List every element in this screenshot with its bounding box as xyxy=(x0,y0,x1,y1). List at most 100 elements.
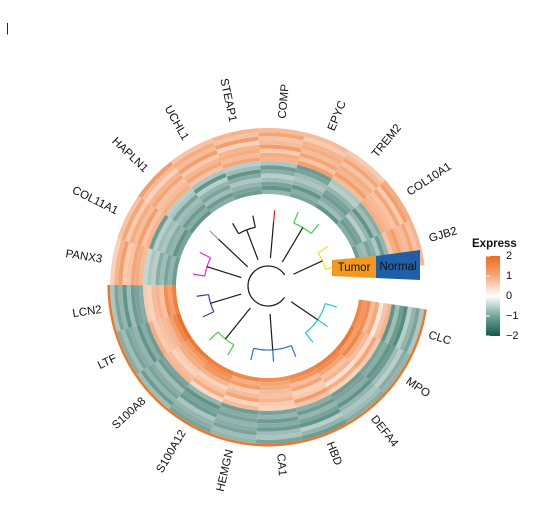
gene-label-LCN2: LCN2 xyxy=(72,304,103,320)
heat-cell-COL11A1-T3 xyxy=(168,226,186,256)
heat-cell-CLC-N7 xyxy=(403,307,421,353)
heat-cell-LTF-N6 xyxy=(124,328,148,370)
heat-cell-CA1-T2 xyxy=(260,379,291,387)
heat-cell-PANX3-T2 xyxy=(167,255,177,286)
heat-cell-MPO-T3 xyxy=(341,329,363,357)
heat-cell-DEFA4-T4 xyxy=(320,356,348,380)
heat-cell-COL11A1-T5 xyxy=(160,221,179,254)
heat-cell-HEMGN-T5 xyxy=(226,386,260,399)
heat-cell-CLC-T3 xyxy=(358,300,372,332)
heat-cell-EPYC-T1 xyxy=(289,192,318,207)
heat-cell-HBD-N1 xyxy=(295,394,333,412)
heat-cell-CA1-N5 xyxy=(256,423,301,432)
heat-cell-MPO-N7 xyxy=(377,350,407,391)
heat-cell-COL10A1-T5 xyxy=(348,210,371,241)
heat-cell-LTF-N8 xyxy=(116,330,141,375)
heat-cell-PANX3-T1 xyxy=(171,256,181,286)
heat-cell-MPO-T8 xyxy=(356,338,381,371)
heat-cell-S100A12-T5 xyxy=(197,370,229,391)
heat-cell-DEFA4-N1 xyxy=(330,370,363,398)
heat-cell-S100A8-T1 xyxy=(188,337,211,361)
heat-cell-DEFA4-N8 xyxy=(344,390,384,423)
dendro-branch-6 xyxy=(246,229,259,261)
heat-cell-PANX3-N3 xyxy=(130,244,141,286)
heat-cell-S100A12-N3 xyxy=(181,389,219,414)
heat-cell-TREM2-T5 xyxy=(323,189,352,214)
dendro-leaf-8 xyxy=(202,311,215,318)
heat-cell-COMP-T2 xyxy=(261,185,292,193)
legend-tick-label-2: 0 xyxy=(506,290,512,302)
dendro-leaf-14 xyxy=(252,215,256,228)
heat-cell-HEMGN-N6 xyxy=(212,421,257,436)
heat-cell-S100A8-N1 xyxy=(160,355,190,387)
heat-cell-S100A12-N2 xyxy=(184,386,221,410)
heat-cell-COL11A1-N3 xyxy=(137,207,159,246)
gene-label-S100A8: S100A8 xyxy=(110,395,148,432)
heat-cell-S100A12-T3 xyxy=(202,364,232,384)
gene-label-DEFA4: DEFA4 xyxy=(368,414,400,450)
heat-cell-COMP-N3 xyxy=(259,148,301,157)
heat-cell-EPYC-N3 xyxy=(299,152,339,172)
heat-cell-STEAP1-N7 xyxy=(213,132,259,147)
heat-cell-TREM2-N1 xyxy=(332,175,364,203)
dendro-leaf-3 xyxy=(290,345,297,357)
heat-cell-COL11A1-N6 xyxy=(125,200,149,242)
heat-cell-DEFA4-N5 xyxy=(338,382,375,413)
heat-cell-LCN2-N5 xyxy=(122,284,133,329)
heat-cell-TREM2-N4 xyxy=(338,164,374,195)
heat-cell-COMP-N1 xyxy=(259,156,299,165)
heat-cell-HBD-N4 xyxy=(298,404,339,424)
heat-cell-STEAP1-N8 xyxy=(211,128,259,143)
heat-cell-S100A8-T7 xyxy=(167,351,195,381)
heat-cell-UCHL1-N7 xyxy=(173,142,215,168)
heat-cell-CA1-N6 xyxy=(256,428,302,436)
heat-cell-PANX3-N4 xyxy=(126,243,138,286)
heat-cell-COL11A1-N4 xyxy=(133,205,156,245)
heat-cell-LTF-N4 xyxy=(132,325,155,366)
heat-cell-UCHL1-T6 xyxy=(196,176,229,198)
heat-cell-MPO-T6 xyxy=(350,334,374,366)
heat-cell-COL10A1-N2 xyxy=(363,196,389,232)
heat-cell-S100A12-N6 xyxy=(174,399,215,426)
heat-cell-MPO-N4 xyxy=(368,345,396,383)
heat-cell-UCHL1-N3 xyxy=(183,157,221,181)
heat-cell-COL11A1-T6 xyxy=(156,219,176,252)
heat-cell-COL10A1-N3 xyxy=(367,194,393,231)
heat-cell-LCN2-T6 xyxy=(151,285,161,320)
heat-cell-S100A8-T4 xyxy=(178,344,203,371)
dendro-leaf-12 xyxy=(209,230,220,240)
heat-cell-HBD-T6 xyxy=(292,383,327,400)
heat-cell-HEMGN-N4 xyxy=(215,413,258,428)
heat-cell-HBD-T3 xyxy=(290,372,321,388)
heat-cell-COMP-T6 xyxy=(260,169,296,177)
heat-cell-HAPLN1-N6 xyxy=(145,167,179,203)
heat-cell-LCN2-N2 xyxy=(134,285,145,325)
heat-cell-S100A8-T6 xyxy=(171,348,198,377)
heat-cell-COL11A1-T4 xyxy=(164,224,183,255)
heat-cell-UCHL1-T2 xyxy=(206,192,234,211)
heat-cell-S100A8-N7 xyxy=(140,369,175,406)
heat-cell-UCHL1-T4 xyxy=(201,184,231,204)
heat-cell-CLC-N1 xyxy=(380,304,396,342)
heat-cell-LCN2-N8 xyxy=(110,284,121,332)
dendro-leaf-15 xyxy=(272,210,276,223)
heat-cell-COL10A1-N8 xyxy=(382,180,412,222)
heat-cell-HAPLN1-T1 xyxy=(189,210,212,234)
gene-label-HEMGN: HEMGN xyxy=(215,448,236,492)
heat-cell-CA1-N7 xyxy=(256,432,303,440)
heat-cell-DEFA4-N2 xyxy=(332,373,366,402)
heat-cell-HAPLN1-T3 xyxy=(182,203,207,229)
heat-cell-HBD-N2 xyxy=(296,397,335,416)
heat-cell-CLC-N8 xyxy=(406,308,425,355)
heat-cell-STEAP1-N4 xyxy=(217,144,260,158)
heat-cell-PANX3-N1 xyxy=(138,246,149,286)
heat-cell-COMP-N4 xyxy=(259,144,302,153)
gene-label-CA1: CA1 xyxy=(274,453,288,476)
heat-cell-LTF-N5 xyxy=(128,326,151,368)
heat-cell-CA1-N3 xyxy=(257,415,299,424)
heat-cell-COMP-T4 xyxy=(261,177,294,185)
dendro-leaf-10 xyxy=(192,273,205,277)
legend-ticks: 2 1 0 −1 −2 xyxy=(486,250,519,342)
heat-cell-CLC-T1 xyxy=(350,299,364,328)
heat-cell-CLC-T7 xyxy=(373,303,388,339)
